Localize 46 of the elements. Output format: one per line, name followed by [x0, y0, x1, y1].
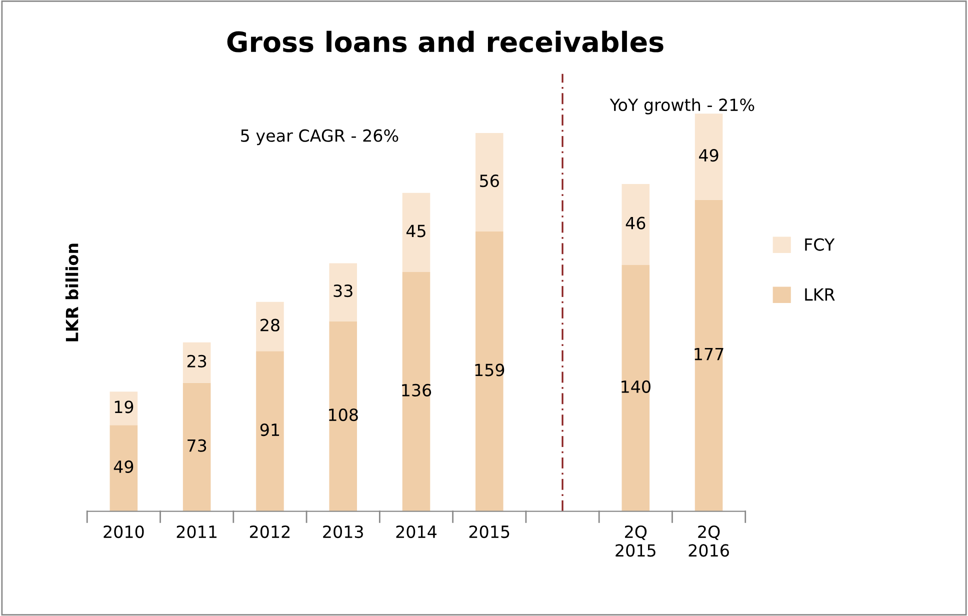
data-label: 159	[475, 364, 504, 376]
x-tick-label: 2Q 2015	[616, 525, 656, 557]
data-label: 49	[114, 460, 134, 474]
annotation: 5 year CAGR - 26%	[241, 129, 398, 146]
data-label: 45	[406, 224, 426, 238]
annotation: YoY growth - 21%	[610, 98, 754, 114]
bar	[182, 342, 211, 383]
bar	[256, 302, 284, 352]
x-tick-label: 2013	[323, 525, 363, 538]
x-tick-label: 2010	[104, 525, 144, 538]
bar	[182, 382, 211, 512]
legend-label: LKR	[805, 288, 835, 301]
data-label: 108	[329, 408, 358, 422]
data-label: 33	[334, 284, 352, 298]
data-label: 49	[699, 149, 718, 162]
x-tick-label: 2014	[396, 525, 437, 538]
bar	[694, 114, 723, 200]
x-tick-label: 2Q 2016	[688, 525, 729, 557]
data-label: 23	[187, 354, 206, 368]
data-label: 136	[402, 384, 432, 396]
bar	[402, 272, 430, 512]
y-axis-title: LKR billion	[65, 244, 78, 342]
bar	[329, 321, 357, 512]
bar	[329, 263, 357, 322]
x-tick-label: 2012	[250, 525, 290, 538]
bar	[110, 392, 138, 426]
x-tick-label: 2015	[469, 525, 510, 538]
data-label: 140	[622, 380, 650, 393]
data-label: 46	[626, 216, 646, 230]
data-label: 91	[260, 423, 280, 436]
bar	[475, 133, 504, 232]
x-tick-label: 2011	[176, 525, 216, 538]
data-label: 73	[188, 439, 206, 452]
data-label: 19	[114, 400, 134, 414]
bar	[475, 232, 504, 512]
legend-label: FCY	[805, 238, 835, 251]
data-label: 177	[694, 348, 724, 360]
bar	[622, 264, 650, 512]
bar	[256, 351, 284, 512]
bar	[110, 425, 138, 512]
chart-title: Gross loans and receivables	[227, 30, 664, 52]
data-label: 56	[480, 174, 499, 188]
bar	[402, 192, 430, 272]
data-label: 28	[260, 318, 280, 332]
bar	[622, 184, 650, 265]
bar	[694, 200, 723, 512]
